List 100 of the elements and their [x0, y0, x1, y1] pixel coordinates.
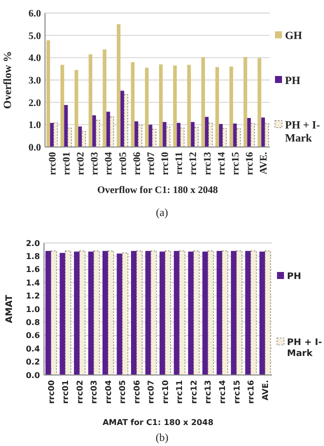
bar	[180, 128, 184, 148]
y-tick-label: 1.8	[26, 252, 40, 261]
legend-label: GH	[285, 30, 303, 42]
y-tick-label: 5.0	[28, 30, 41, 42]
x-tick-label: rrc01	[61, 380, 70, 404]
bar	[162, 122, 166, 147]
y-tick-label: 2.0	[28, 98, 41, 109]
bar	[229, 66, 234, 147]
bar	[82, 131, 86, 148]
bar	[124, 94, 128, 148]
bar	[222, 128, 227, 148]
bar	[50, 122, 54, 147]
x-tick-label: rrc16	[244, 152, 256, 176]
bar	[236, 128, 241, 148]
bar	[60, 64, 64, 147]
bar	[144, 68, 149, 147]
y-tick-label: 1.0	[28, 120, 41, 132]
x-axis-title: Overflow for C1: 180 x 2048	[97, 185, 218, 196]
x-tick-label: rrc05	[118, 152, 129, 176]
x-tick-label: rrc00	[46, 380, 56, 404]
x-tick-label: rrc15	[232, 380, 242, 404]
text: (a)	[156, 207, 168, 219]
x-tick-label: rrc04	[104, 152, 115, 176]
bar	[258, 58, 262, 147]
y-tick-label: 0.0	[28, 142, 41, 154]
bar	[74, 70, 78, 147]
y-tick-label: 4.0	[28, 53, 41, 64]
bar	[159, 64, 163, 147]
bar	[64, 105, 68, 147]
legend-label: PH	[287, 272, 302, 282]
bar	[120, 90, 124, 147]
bar	[233, 124, 237, 147]
bar	[78, 126, 82, 147]
x-tick-label: rrc07	[146, 380, 156, 404]
x-tick-label: rrc10	[160, 380, 170, 404]
bar	[148, 124, 152, 147]
bar	[204, 116, 209, 147]
y-tick-label: 3.0	[28, 76, 41, 86]
x-tick-label: AVE.	[258, 152, 270, 174]
x-tick-label: rrc07	[146, 152, 157, 176]
bar	[244, 56, 248, 147]
x-tick-label: rrc04	[104, 380, 113, 404]
bar	[166, 126, 170, 148]
bar	[88, 54, 92, 147]
bar	[130, 62, 135, 147]
x-tick-label: rrc11	[175, 380, 184, 404]
x-tick-label: rrc02	[75, 380, 84, 404]
y-tick-label: 1.0	[26, 304, 40, 314]
bar	[247, 118, 251, 147]
y-tick-label: 0.6	[26, 331, 40, 340]
x-tick-label: rrc12	[188, 152, 200, 176]
x-tick-label: AVE.	[260, 380, 270, 400]
x-tick-label: rrc06	[132, 152, 143, 176]
y-tick-label: 1.4	[26, 278, 40, 288]
y-tick-label: 0.2	[26, 358, 40, 367]
x-tick-label: rrc14	[218, 380, 228, 404]
bar	[219, 124, 223, 147]
bar	[46, 40, 50, 147]
y-tick-label: 1.2	[26, 292, 40, 301]
bar	[173, 65, 177, 147]
bar	[194, 127, 198, 148]
bar	[187, 64, 191, 147]
x-tick-label: rrc14	[216, 152, 228, 176]
x-tick-label: rrc13	[204, 380, 213, 404]
bar	[110, 116, 114, 148]
bar	[102, 49, 106, 147]
y-tick-label: 2.0	[26, 238, 40, 248]
x-tick-label: rrc05	[118, 380, 128, 404]
x-tick-label: rrc03	[90, 152, 101, 176]
y-axis-title: Overflow %	[2, 51, 14, 109]
x-tick-label: rrc01	[61, 152, 72, 176]
x-tick-label: rrc02	[76, 152, 87, 176]
legend-label: PH	[285, 74, 301, 87]
legend-label: PH + I-Mark	[285, 120, 320, 145]
text: (b)	[156, 432, 169, 444]
bar	[264, 123, 269, 148]
bar	[138, 124, 142, 148]
legend-label: PH + I-Mark	[287, 338, 322, 359]
x-tick-label: rrc06	[132, 380, 142, 404]
x-tick-label: rrc11	[174, 152, 186, 175]
y-tick-label: 1.6	[26, 265, 40, 274]
bar	[134, 121, 138, 147]
x-tick-label: rrc13	[202, 152, 214, 176]
x-tick-label: rrc15	[230, 152, 242, 176]
y-tick-label: 0.0	[26, 370, 40, 380]
bar	[96, 120, 100, 148]
bar	[116, 24, 120, 147]
bar	[152, 128, 156, 148]
bar	[53, 122, 58, 148]
y-tick-label: 6.0	[28, 8, 41, 20]
x-tick-label: rrc03	[90, 380, 99, 404]
bar	[250, 123, 255, 148]
x-tick-label: rrc10	[160, 152, 172, 176]
x-tick-label: rrc12	[189, 380, 198, 404]
bar	[201, 57, 205, 147]
bar	[68, 128, 72, 148]
y-axis-title: AMAT	[5, 294, 15, 324]
bar	[208, 122, 213, 148]
x-axis-title: AMAT for C1: 180 x 2048	[102, 418, 214, 427]
x-tick-label: rrc00	[47, 152, 58, 176]
